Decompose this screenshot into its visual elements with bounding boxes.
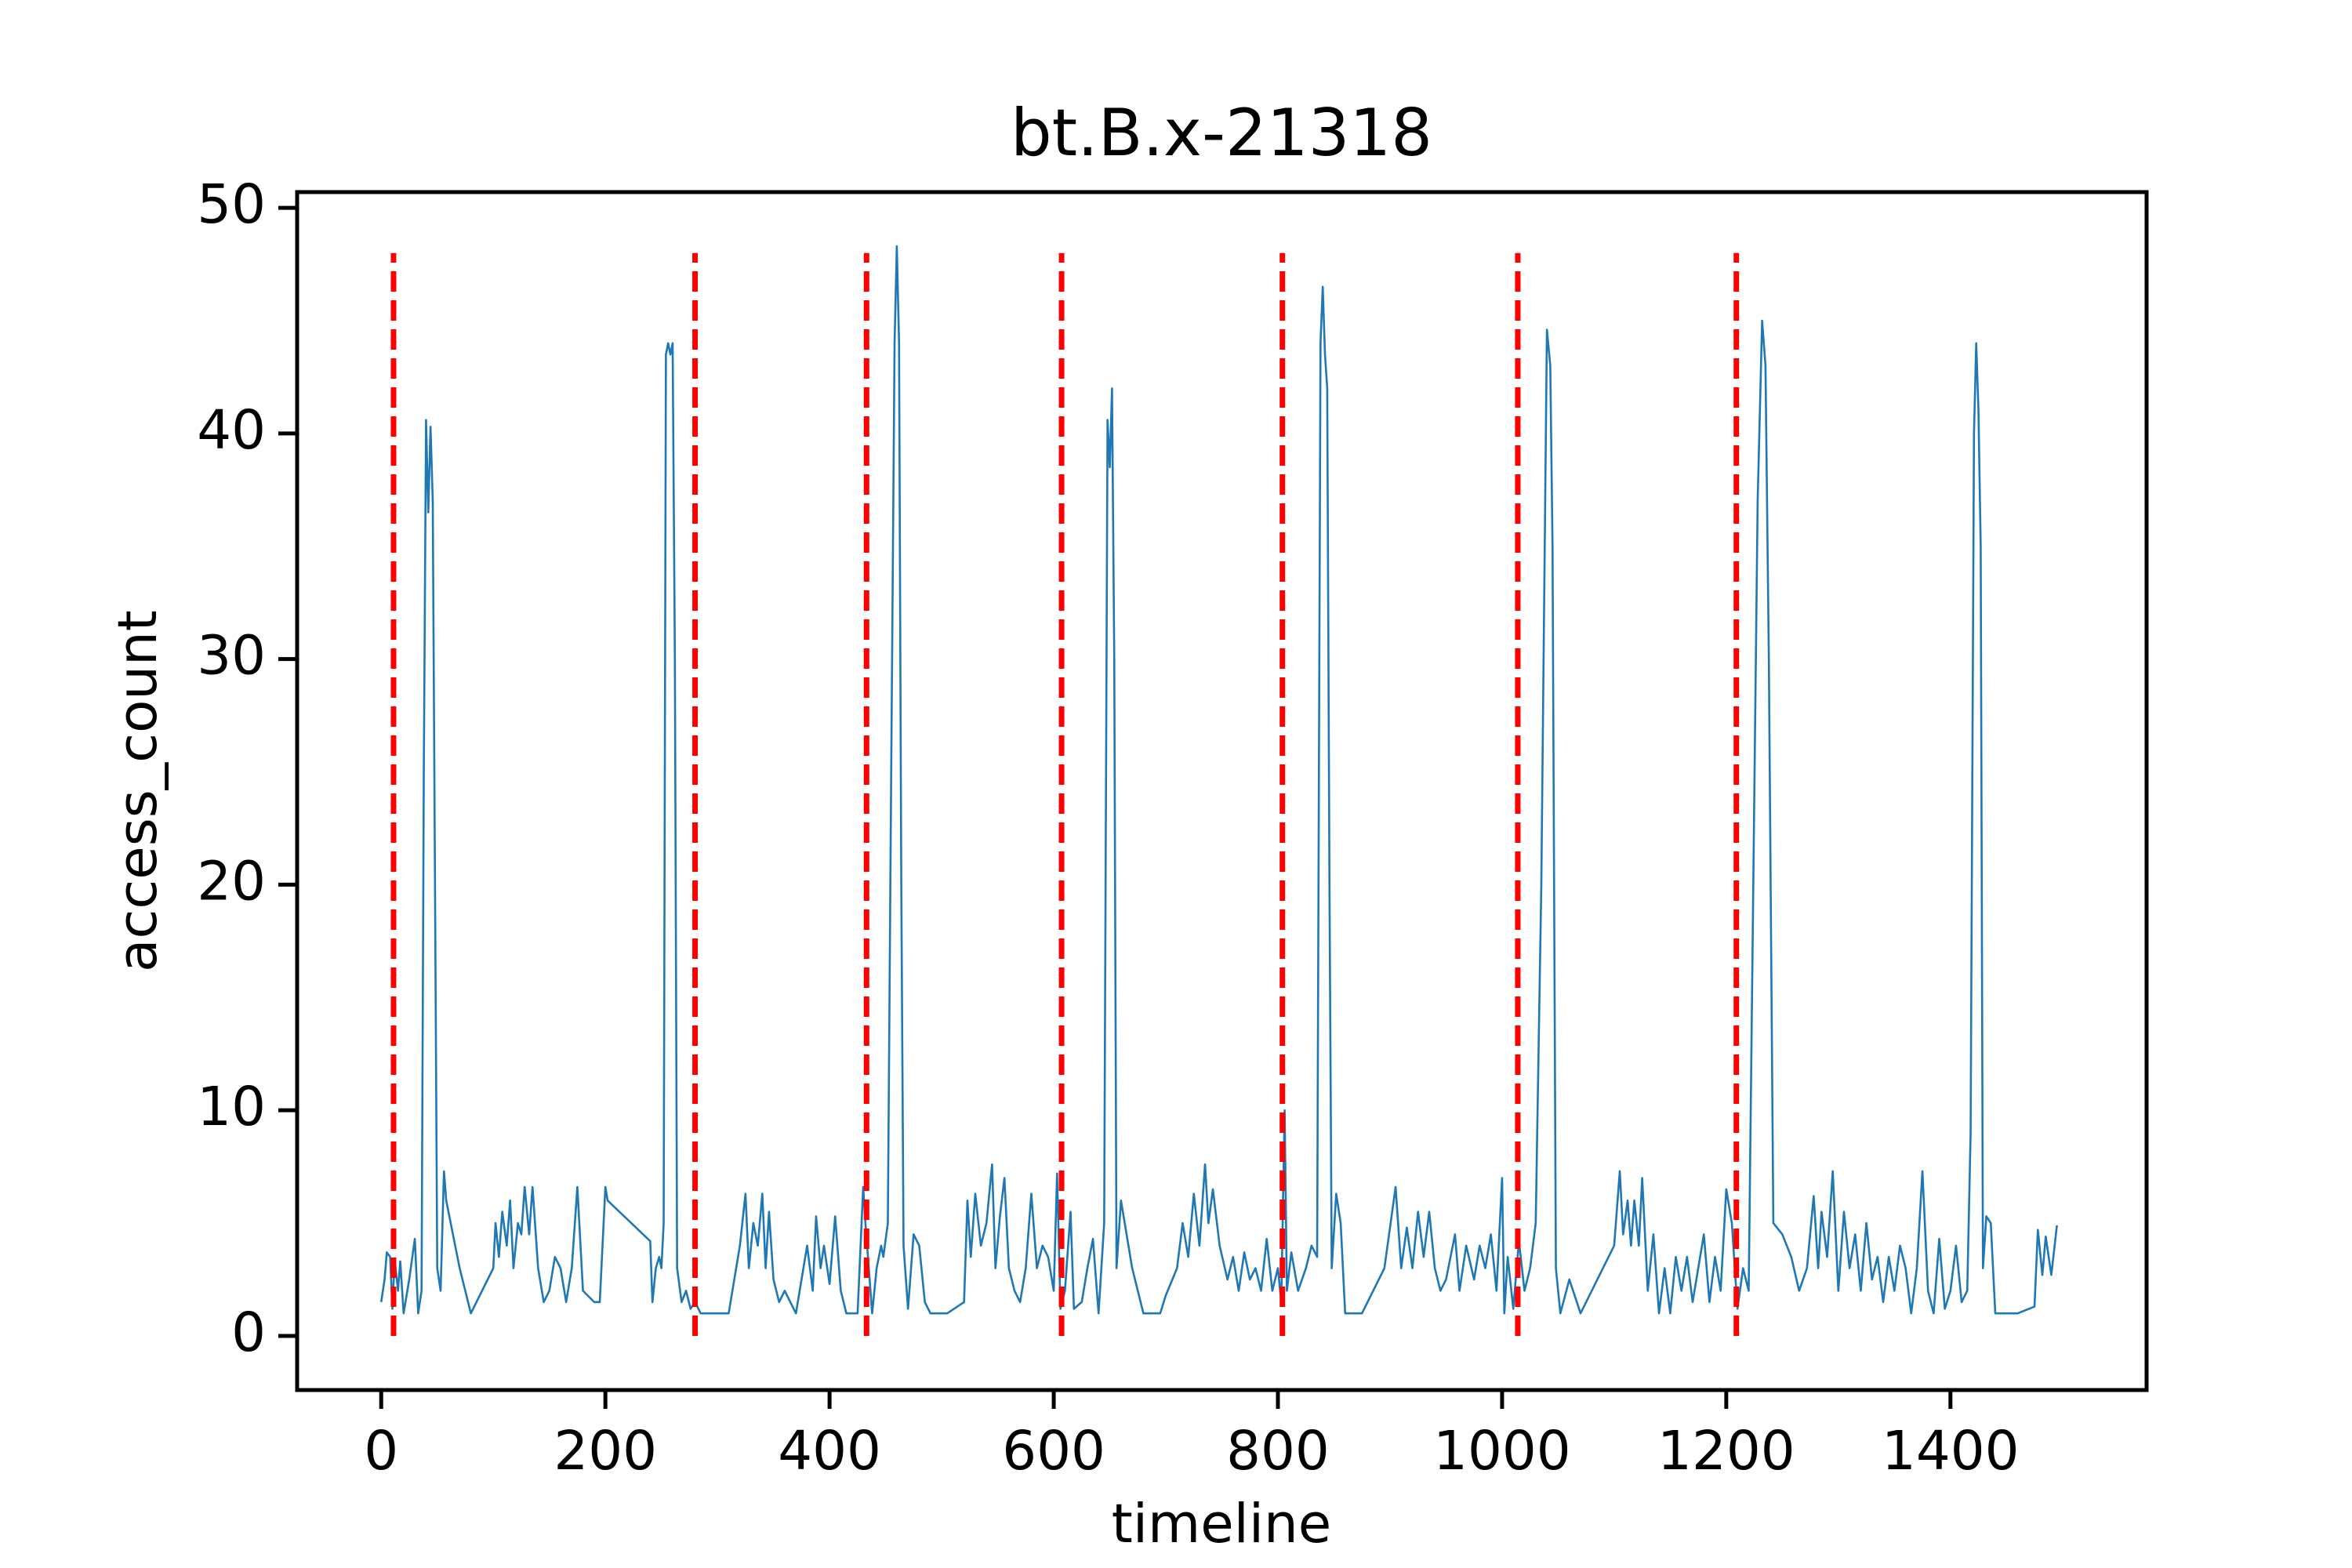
chart-title: bt.B.x-21318 — [1011, 95, 1432, 171]
y-axis-label: access_count — [107, 610, 169, 972]
x-tick-label: 1000 — [1433, 1420, 1571, 1483]
y-tick-label: 0 — [231, 1301, 266, 1364]
x-tick-label: 600 — [1002, 1420, 1105, 1483]
x-tick-label: 1200 — [1657, 1420, 1795, 1483]
y-tick-label: 30 — [197, 625, 266, 688]
data-line — [379, 245, 2058, 1315]
x-tick-label: 200 — [554, 1420, 657, 1483]
x-tick-label: 400 — [778, 1420, 881, 1483]
x-tick-label: 1400 — [1882, 1420, 2020, 1483]
x-axis-label: timeline — [1112, 1493, 1331, 1555]
y-tick-label: 40 — [197, 399, 266, 462]
x-tick-label: 0 — [364, 1420, 398, 1483]
plot-frame — [295, 190, 2149, 1392]
y-tick-label: 50 — [197, 173, 266, 236]
y-tick-label: 20 — [197, 850, 266, 913]
x-tick-label: 800 — [1226, 1420, 1330, 1483]
y-tick-label: 10 — [197, 1076, 266, 1138]
